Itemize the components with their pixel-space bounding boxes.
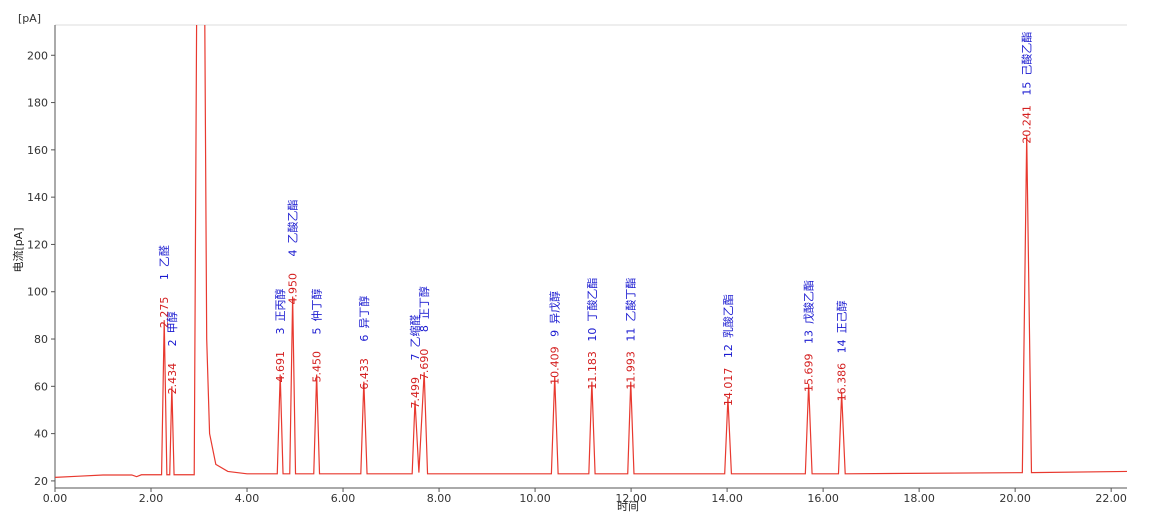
peak-label: 9 异戊醇 <box>548 291 562 337</box>
peak-name: 甲醇 <box>165 311 179 333</box>
y-tick-label: 140 <box>27 191 48 204</box>
signal-trace <box>55 25 1127 478</box>
peak-number: 4 <box>287 249 300 256</box>
peak-label: 1 乙醛 <box>157 245 171 280</box>
peak-label: 14 正己醇 <box>835 300 849 353</box>
x-axis-label: 时间 <box>617 500 639 513</box>
y-tick-label: 160 <box>27 144 48 157</box>
peak-label: 12 乳酸乙酯 <box>721 294 735 358</box>
peak-name: 乙酸乙酯 <box>286 199 300 243</box>
peak-label: 8 正丁醇 <box>417 286 431 332</box>
x-tick-label: 18.00 <box>903 492 935 505</box>
peak-name: 正丙醇 <box>273 288 287 321</box>
peak-label: 13 戊酸乙酯 <box>802 280 816 344</box>
peak-number: 15 <box>1021 82 1034 96</box>
peak-name: 异戊醇 <box>548 291 562 324</box>
y-tick-label: 200 <box>27 49 48 62</box>
retention-time-label: 2.275 <box>158 297 171 329</box>
peak-number: 3 <box>274 327 287 334</box>
peak-label: 2 甲醇 <box>165 311 179 346</box>
peak-number: 6 <box>358 335 371 342</box>
retention-time-label: 14.017 <box>722 368 735 407</box>
peak-label: 4 乙酸乙酯 <box>286 199 300 256</box>
retention-time-label: 7.690 <box>418 349 431 381</box>
peak-number: 11 <box>625 328 638 342</box>
y-tick-label: 80 <box>34 333 48 346</box>
retention-time-label: 6.433 <box>358 358 371 390</box>
retention-time-label: 4.691 <box>274 351 287 383</box>
peak-name: 己酸乙酯 <box>1020 32 1034 76</box>
peak-label: 6 异丁醇 <box>357 296 371 342</box>
peak-name: 乳酸乙酯 <box>721 294 735 338</box>
y-tick-label: 120 <box>27 238 48 251</box>
retention-time-label: 7.499 <box>409 377 422 409</box>
y-axis-label: 电流[pA] <box>11 227 25 272</box>
x-tick-label: 10.00 <box>519 492 551 505</box>
y-tick-label: 180 <box>27 97 48 110</box>
retention-time-label: 20.241 <box>1021 105 1034 144</box>
peak-number: 14 <box>836 339 849 353</box>
peak-label: 7 乙缩醛 <box>408 315 422 361</box>
x-tick-label: 4.00 <box>235 492 260 505</box>
peak-number: 9 <box>549 330 562 337</box>
peak-label: 10 丁酸乙酯 <box>585 278 599 342</box>
peak-number: 5 <box>311 327 324 334</box>
peak-name: 丁酸乙酯 <box>585 278 599 322</box>
peak-label: 11 乙酸丁酯 <box>624 278 638 342</box>
peak-label: 3 正丙醇 <box>273 288 287 334</box>
peak-number: 10 <box>586 328 599 342</box>
peak-name: 仲丁醇 <box>310 288 324 321</box>
retention-time-label: 11.993 <box>625 351 638 390</box>
peak-number: 1 <box>158 273 171 280</box>
peak-number: 13 <box>803 330 816 344</box>
peak-name: 乙酸丁酯 <box>624 278 638 322</box>
retention-time-label: 2.434 <box>166 363 179 395</box>
y-tick-label: 100 <box>27 286 48 299</box>
x-tick-label: 14.00 <box>711 492 743 505</box>
peak-name: 乙醛 <box>157 245 171 267</box>
peak-name: 戊酸乙酯 <box>802 280 816 324</box>
peak-label: 5 仲丁醇 <box>310 288 324 334</box>
retention-time-label: 16.386 <box>836 363 849 402</box>
x-tick-label: 8.00 <box>427 492 452 505</box>
peak-name: 异丁醇 <box>357 296 371 329</box>
x-tick-label: 12.00 <box>615 492 647 505</box>
y-tick-label: 20 <box>34 475 48 488</box>
y-unit: [pA] <box>18 12 41 25</box>
peak-name: 正己醇 <box>835 300 849 333</box>
trace-group <box>55 25 1127 478</box>
retention-time-label: 10.409 <box>549 346 562 385</box>
peak-number: 2 <box>166 339 179 346</box>
x-tick-label: 16.00 <box>807 492 839 505</box>
peak-number: 12 <box>722 344 735 358</box>
x-tick-label: 22.00 <box>1095 492 1127 505</box>
peak-number: 8 <box>418 325 431 332</box>
peak-label: 15 己酸乙酯 <box>1020 32 1034 96</box>
retention-time-label: 5.450 <box>311 351 324 383</box>
retention-time-label: 11.183 <box>586 351 599 390</box>
y-tick-label: 60 <box>34 380 48 393</box>
x-tick-label: 6.00 <box>331 492 356 505</box>
retention-time-label: 15.699 <box>803 353 816 392</box>
peak-number: 7 <box>409 354 422 361</box>
x-tick-label: 0.00 <box>43 492 68 505</box>
x-tick-label: 20.00 <box>999 492 1031 505</box>
y-tick-label: 40 <box>34 428 48 441</box>
x-tick-label: 2.00 <box>139 492 164 505</box>
peak-name: 乙缩醛 <box>408 315 422 348</box>
retention-time-label: 4.950 <box>287 273 300 305</box>
peak-name: 正丁醇 <box>417 286 431 319</box>
